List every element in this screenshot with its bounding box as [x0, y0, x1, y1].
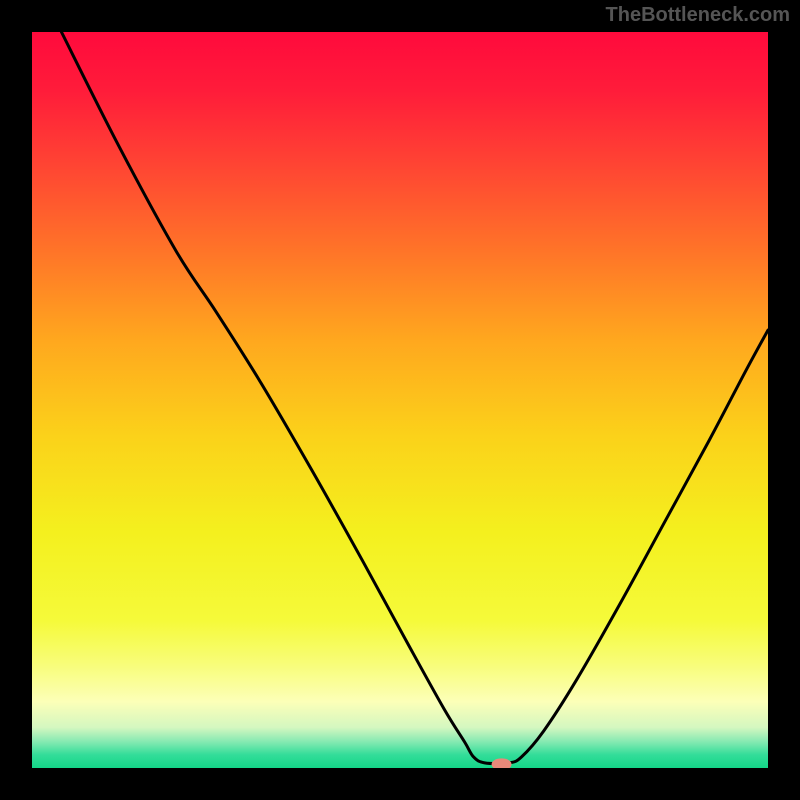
bottleneck-curve [61, 32, 768, 764]
plot-area [32, 32, 768, 768]
watermark-text: TheBottleneck.com [606, 4, 790, 27]
optimal-marker [492, 758, 512, 768]
curve-layer [32, 32, 768, 768]
chart-container: TheBottleneck.com [0, 0, 800, 800]
